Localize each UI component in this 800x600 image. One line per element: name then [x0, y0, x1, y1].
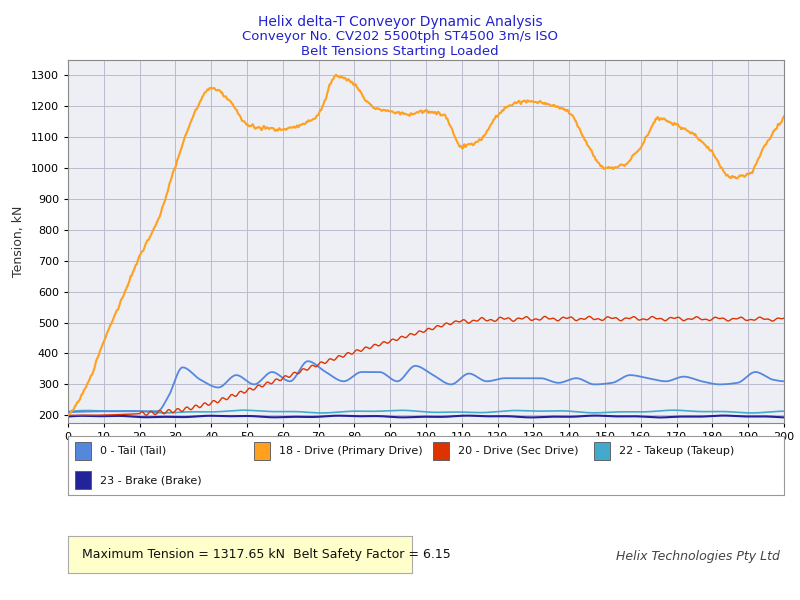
Text: Maximum Tension = 1317.65 kN  Belt Safety Factor = 6.15: Maximum Tension = 1317.65 kN Belt Safety…: [82, 548, 450, 561]
Bar: [594, 442, 610, 460]
Text: Conveyor No. CV202 5500tph ST4500 3m/s ISO: Conveyor No. CV202 5500tph ST4500 3m/s I…: [242, 30, 558, 43]
Text: 22 - Takeup (Takeup): 22 - Takeup (Takeup): [618, 446, 734, 456]
Bar: [75, 442, 91, 460]
Bar: [254, 442, 270, 460]
Y-axis label: Tension, kN: Tension, kN: [12, 206, 26, 277]
Text: Helix delta-T Conveyor Dynamic Analysis: Helix delta-T Conveyor Dynamic Analysis: [258, 15, 542, 29]
Bar: [75, 472, 91, 489]
Text: Helix Technologies Pty Ltd: Helix Technologies Pty Ltd: [616, 550, 780, 563]
Text: Belt Tensions Starting Loaded: Belt Tensions Starting Loaded: [301, 45, 499, 58]
Text: 18 - Drive (Primary Drive): 18 - Drive (Primary Drive): [278, 446, 422, 456]
Bar: [433, 442, 449, 460]
X-axis label: Time, seconds: Time, seconds: [381, 448, 471, 461]
Text: 0 - Tail (Tail): 0 - Tail (Tail): [99, 446, 166, 456]
Text: 23 - Brake (Brake): 23 - Brake (Brake): [99, 475, 201, 485]
Text: 20 - Drive (Sec Drive): 20 - Drive (Sec Drive): [458, 446, 578, 456]
